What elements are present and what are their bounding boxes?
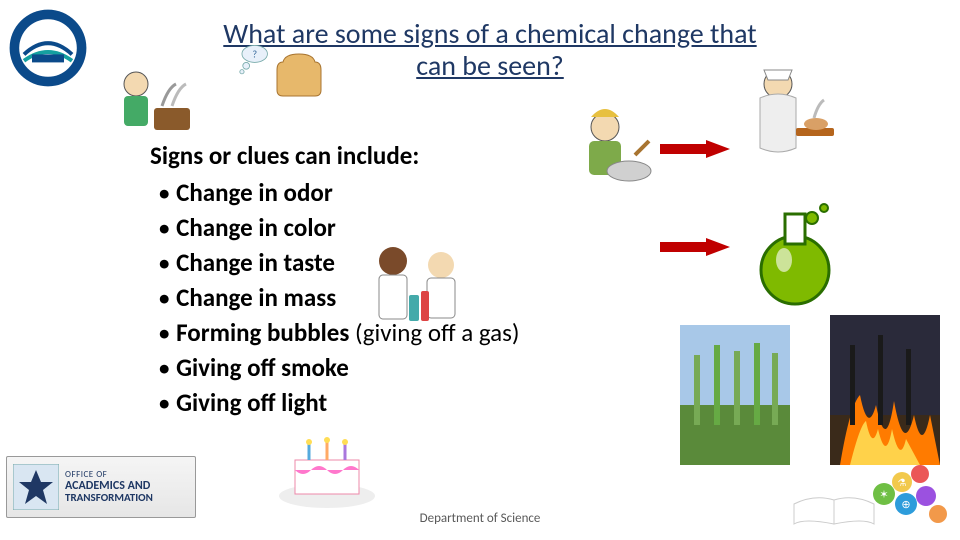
- county-logo: [8, 8, 88, 88]
- badge-seal-icon: [13, 464, 59, 510]
- badge-line3: TRANSFORMATION: [65, 492, 153, 504]
- arrow-icon: [660, 140, 730, 158]
- office-badge: OFFICE OF ACADEMICS AND TRANSFORMATION: [6, 456, 196, 518]
- footer-text: Department of Science: [0, 511, 960, 526]
- clipart-forest-fire-photo: [830, 315, 940, 465]
- clipart-girl-mixing-bowl: [565, 105, 660, 195]
- clipart-woman-with-tray: [730, 60, 840, 170]
- clipart-chemists: [355, 235, 485, 340]
- clipart-toast: [275, 50, 330, 98]
- svg-text:⊕: ⊕: [901, 498, 910, 511]
- clipart-man-smelling-pot: [108, 60, 198, 140]
- svg-text:✶: ✶: [879, 488, 888, 501]
- list-item: Giving off smoke: [158, 350, 670, 385]
- clipart-birthday-cake: [275, 430, 380, 510]
- thought-bubble-icon: ?: [236, 42, 270, 76]
- svg-text:?: ?: [252, 47, 257, 60]
- arrow-icon: [660, 238, 730, 256]
- clipart-flask: [740, 200, 850, 310]
- clipart-forest-photo: [680, 325, 790, 465]
- list-item: Giving off light: [158, 385, 670, 420]
- svg-text:⚗: ⚗: [898, 476, 907, 489]
